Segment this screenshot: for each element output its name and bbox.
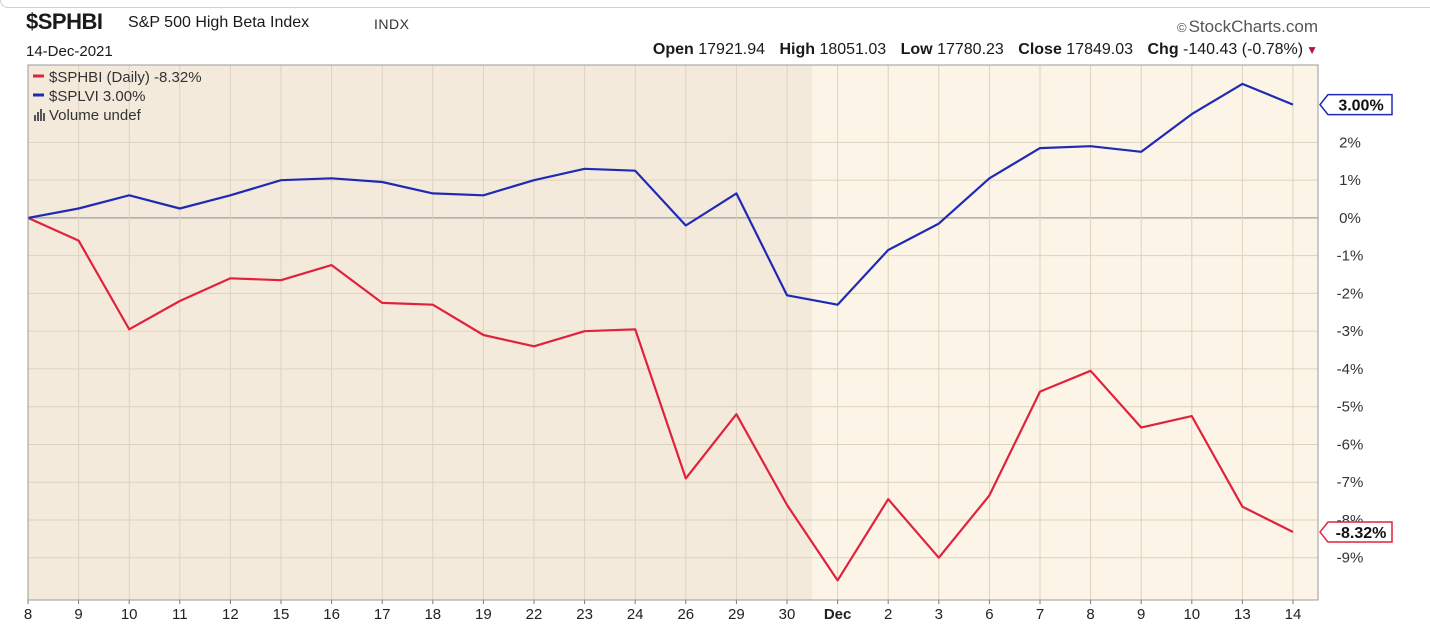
x-tick-label: 12	[222, 606, 239, 623]
chart-series	[27, 82, 1294, 582]
x-tick-label: 29	[728, 606, 745, 623]
close-value: 17849.03	[1066, 41, 1134, 58]
chart-background	[28, 65, 1318, 600]
chart-legend: $SPHBI (Daily) -8.32% $SPLVI 3.00% Volume …	[33, 69, 202, 124]
legend-label: $SPHBI (Daily) -8.32%	[49, 69, 202, 86]
x-tick-label: 26	[677, 606, 694, 623]
brand-name: StockCharts.com	[1188, 17, 1318, 36]
x-tick-label: 15	[273, 606, 290, 623]
y-tick-label: -2%	[1337, 285, 1364, 302]
y-tick-label: 2%	[1339, 134, 1361, 151]
down-arrow-icon: ▼	[1306, 43, 1318, 57]
x-tick-label: 8	[1086, 606, 1094, 623]
x-tick-label: 2	[884, 606, 892, 623]
ticker-symbol: $SPHBI	[26, 9, 103, 34]
legend-label: $SPLVI 3.00%	[49, 88, 145, 105]
chart-grid	[27, 65, 1318, 600]
end-value-label: -8.32%	[1336, 525, 1387, 542]
y-tick-label: -7%	[1337, 474, 1364, 491]
y-tick-label: -3%	[1337, 323, 1364, 340]
end-value-tag	[1319, 93, 1393, 116]
shaded-month-region	[28, 65, 813, 600]
x-tick-label: 13	[1234, 606, 1251, 623]
end-value-label: 3.00%	[1338, 98, 1383, 115]
y-tick-label: -1%	[1337, 248, 1364, 265]
volume-bar	[40, 109, 42, 121]
end-value-tag	[1319, 521, 1393, 543]
x-tick-label: 6	[985, 606, 993, 623]
x-tick-label: 3	[935, 606, 943, 623]
x-tick-label: 16	[323, 606, 340, 623]
volume-bar	[34, 115, 36, 121]
open-value: 17921.94	[698, 41, 765, 58]
chg-value: -140.43 (-0.78%)	[1183, 41, 1304, 58]
series-line-0	[27, 216, 1294, 582]
window-top-border	[0, 0, 1430, 8]
y-tick-label: -4%	[1337, 361, 1364, 378]
open-label: Open	[652, 41, 694, 58]
x-tick-label: 23	[576, 606, 593, 623]
x-tick-label: 17	[374, 606, 391, 623]
high-label: High	[779, 41, 815, 58]
x-tick-label: 24	[627, 606, 644, 623]
plot-frame	[27, 64, 1319, 601]
x-tick-label: 9	[1137, 606, 1145, 623]
brand-link[interactable]: © StockCharts.com	[1177, 17, 1318, 37]
x-tick-label: 7	[1036, 606, 1044, 623]
volume-bar	[43, 113, 45, 121]
x-tick-label: 19	[475, 606, 492, 623]
low-label: Low	[900, 41, 933, 58]
high-value: 18051.03	[819, 41, 887, 58]
series-line-1	[27, 82, 1294, 306]
x-tick-label: 30	[779, 606, 796, 623]
close-label: Close	[1018, 41, 1062, 58]
x-tick-label: 10	[121, 606, 138, 623]
x-tick-label: 11	[172, 606, 188, 623]
y-tick-label: -9%	[1337, 550, 1364, 567]
y-tick-label: -5%	[1337, 399, 1364, 416]
chg-label: Chg	[1147, 41, 1179, 58]
x-tick-label: 8	[24, 606, 32, 623]
low-value: 17780.23	[937, 41, 1004, 58]
x-tick-label: 18	[424, 606, 441, 623]
index-name: S&P 500 High Beta Index	[128, 14, 310, 31]
x-tick-label: 10	[1183, 606, 1200, 623]
exchange-label: INDX	[374, 16, 410, 32]
chart-axes: 2%1%0%-1%-2%-3%-4%-5%-6%-7%-8%-9%8 9 10 11 1…	[24, 64, 1393, 623]
volume-bars-icon	[34, 109, 45, 121]
chart-date: 14-Dec-2021	[26, 43, 113, 60]
y-tick-label: -6%	[1337, 436, 1364, 453]
x-tick-label: 14	[1285, 606, 1302, 623]
volume-bar	[37, 112, 39, 121]
x-tick-label: 9	[74, 606, 82, 623]
copyright-icon: ©	[1176, 20, 1187, 35]
y-tick-label: 1%	[1339, 172, 1361, 189]
x-tick-label: Dec	[824, 606, 852, 623]
y-tick-label: 0%	[1339, 210, 1361, 227]
ohlc-readout: Open 17921.94 High 18051.03 Low 17780.23…	[643, 41, 1318, 59]
legend-label: Volume undef	[49, 107, 142, 124]
x-tick-label: 22	[526, 606, 543, 623]
